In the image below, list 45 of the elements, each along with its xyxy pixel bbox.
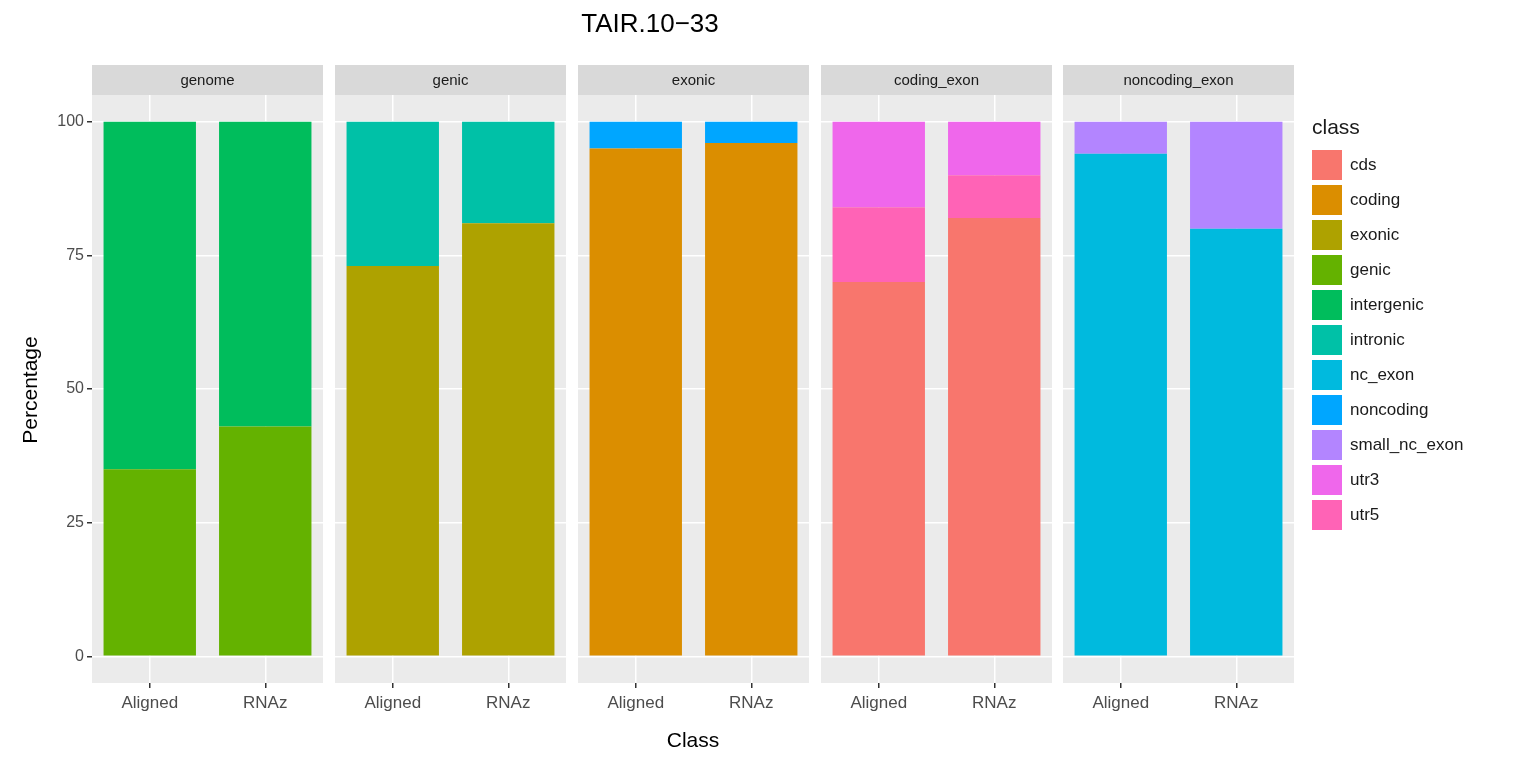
legend-label: intronic [1350,329,1405,350]
chart-title: exonic [578,65,809,95]
y-tick-label: 100 [57,112,85,130]
chart-title: genic [335,65,566,95]
x-tick-label: Aligned [850,692,908,712]
bar [832,121,925,208]
x-tick-label: Aligned [121,692,179,712]
y-tick-label: 75 [66,245,85,263]
legend-label: utr5 [1350,504,1380,525]
x-tick-label: Aligned [1092,692,1150,712]
bar [219,121,312,427]
bar [948,175,1041,218]
legend-label: noncoding [1350,399,1429,420]
x-tick-label: RNAz [486,692,531,712]
x-tick-label: Aligned [364,692,422,712]
x-tick-label: Aligned [607,692,665,712]
legend-label: intergenic [1350,294,1424,315]
x-tick-label: RNAz [972,692,1017,712]
bar [103,121,196,470]
bar [948,217,1041,656]
x-tick-label: RNAz [729,692,774,712]
legend-label: nc_exon [1350,364,1415,385]
x-axis-title: Class [665,728,721,752]
bar [219,426,312,656]
legend-label: small_nc_exon [1350,434,1464,455]
y-tick-label: 50 [66,379,85,397]
legend-label: cds [1350,154,1377,175]
bar [103,469,196,656]
chart-subtitle: TAIR.10−33 [580,8,720,39]
legend-label: coding [1350,189,1401,210]
chart-title: noncoding_exon [1063,65,1294,95]
y-tick-label: 25 [66,513,85,531]
y-tick-label: 0 [75,646,85,664]
chart-title: genome [92,65,323,95]
x-tick-label: RNAz [243,692,288,712]
legend-label: exonic [1350,224,1400,245]
chart-title: coding_exon [821,65,1052,95]
legend-title: class [1312,115,1361,139]
y-axis-title: Percentage [18,335,42,446]
x-tick-label: RNAz [1214,692,1259,712]
bar [832,207,925,283]
legend-label: utr3 [1350,469,1380,490]
bar [832,282,925,656]
bar [948,121,1041,176]
legend-label: genic [1350,259,1391,280]
